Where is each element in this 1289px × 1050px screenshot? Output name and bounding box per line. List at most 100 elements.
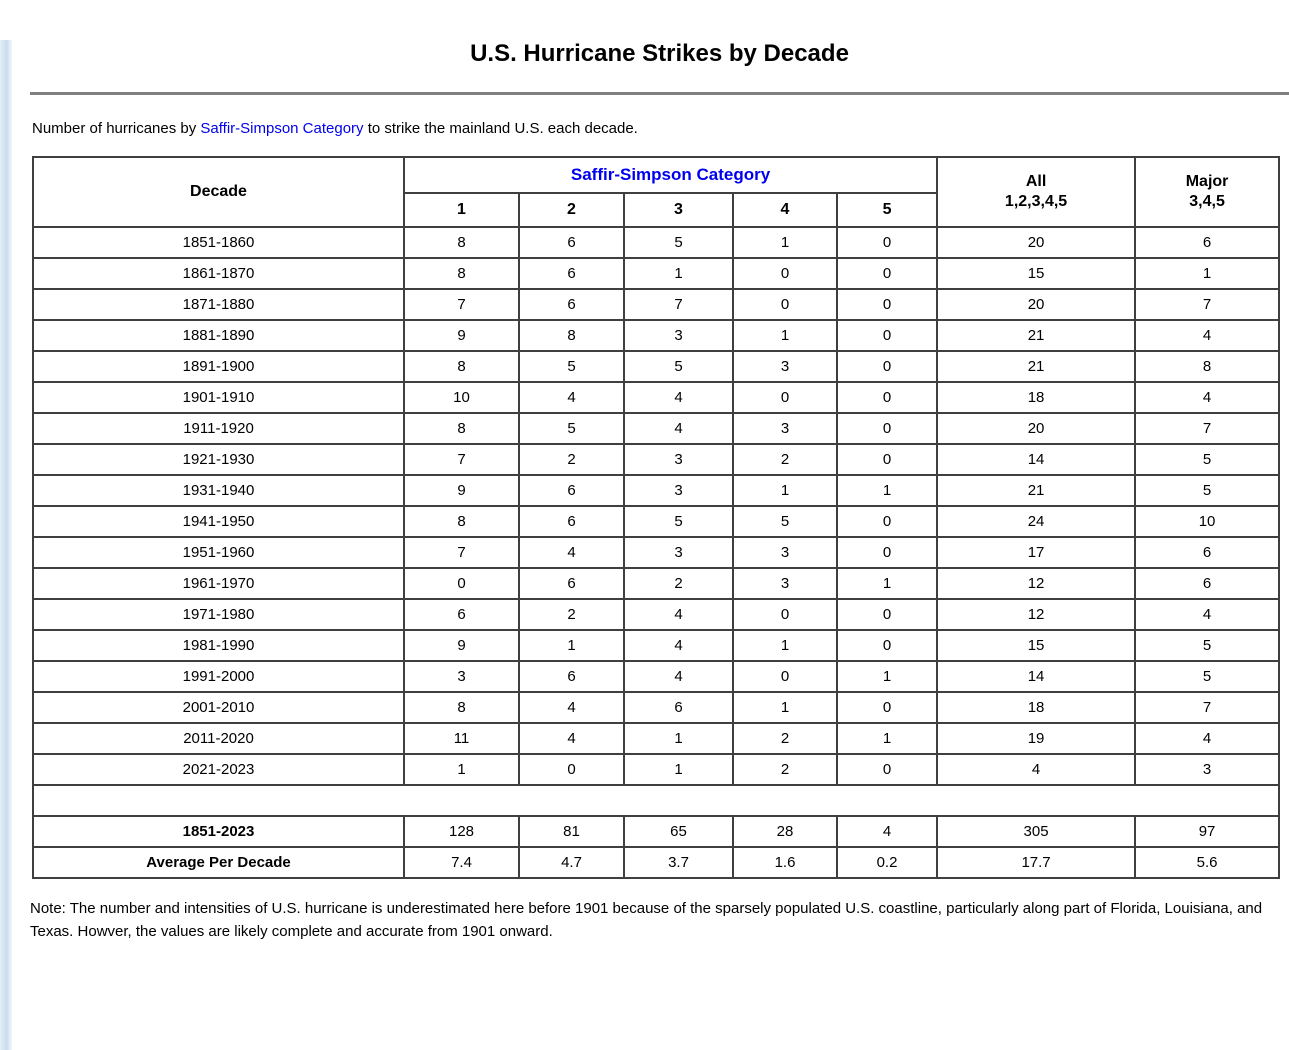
value-cell: 17.7 [936,846,1137,879]
value-cell: 0 [732,598,838,631]
table-row: 1961-1970 0 6 2 3 1 12 6 [32,567,1281,600]
value-cell: 4 [518,536,625,569]
value-cell: 6 [1134,226,1281,259]
value-cell: 8 [403,226,520,259]
table-row: 1991-2000 3 6 4 0 1 14 5 [32,660,1281,693]
value-cell: 9 [403,629,520,662]
value-cell: 4 [623,660,734,693]
value-cell: 97 [1134,815,1281,848]
value-cell: 5 [732,505,838,538]
table-row: 1931-1940 9 6 3 1 1 21 5 [32,474,1281,507]
page-title: U.S. Hurricane Strikes by Decade [470,40,849,67]
value-cell: 0 [835,753,939,786]
table-row: 1971-1980 6 2 4 0 0 12 4 [32,598,1281,631]
all-header-line1: All [1025,173,1047,190]
value-cell: 128 [403,815,520,848]
col-header-cat5: 5 [835,192,939,228]
value-cell: 15 [936,257,1137,290]
decade-cell: 1971-1980 [32,598,405,631]
value-cell: 1 [835,474,939,507]
value-cell: 7 [1134,288,1281,321]
value-cell: 7 [403,443,520,476]
spacer-row [31,784,1281,817]
value-cell: 4 [936,753,1137,786]
value-cell: 6 [403,598,520,631]
value-cell: 7 [623,288,734,321]
value-cell: 8 [403,350,520,383]
value-cell: 1 [518,629,625,662]
table-row: 1951-1960 7 4 3 3 0 17 6 [32,536,1281,569]
decade-cell: 2021-2023 [32,753,405,786]
value-cell: 1 [732,226,838,259]
value-cell: 0 [732,288,838,321]
hurricane-table: Decade Saffir-Simpson Category All 1,2,3,… [31,156,1281,879]
value-cell: 7 [403,536,520,569]
decade-cell: Average Per Decade [32,846,405,879]
value-cell: 3 [1134,753,1281,786]
saffir-simpson-link[interactable]: Saffir-Simpson Category [200,120,364,137]
value-cell: 6 [518,474,625,507]
decade-cell: 1941-1950 [32,505,405,538]
value-cell: 9 [403,474,520,507]
value-cell: 0 [835,226,939,259]
value-cell: 6 [518,257,625,290]
value-cell: 7.4 [403,846,520,879]
decade-cell: 2001-2010 [32,691,405,724]
value-cell: 0 [835,443,939,476]
col-header-category-group[interactable]: Saffir-Simpson Category [402,156,939,194]
value-cell: 0 [835,288,939,321]
table-row: 1921-1930 7 2 3 2 0 14 5 [32,443,1281,476]
value-cell: 0 [835,412,939,445]
value-cell: 8 [403,691,520,724]
value-cell: 5 [623,505,734,538]
value-cell: 2 [518,598,625,631]
value-cell: 3 [732,412,838,445]
value-cell: 8 [403,505,520,538]
value-cell: 0 [835,350,939,383]
value-cell: 3.7 [623,846,734,879]
value-cell: 4 [623,381,734,414]
table-row: 1881-1890 9 8 3 1 0 21 4 [32,319,1281,352]
value-cell: 0 [835,598,939,631]
value-cell: 0 [403,567,520,600]
value-cell: 24 [936,505,1137,538]
value-cell: 3 [403,660,520,693]
value-cell: 9 [403,319,520,352]
value-cell: 4 [1134,381,1281,414]
table-row: 1871-1880 7 6 7 0 0 20 7 [32,288,1281,321]
value-cell: 0 [732,660,838,693]
value-cell: 21 [936,319,1137,352]
value-cell: 1 [835,660,939,693]
decade-cell: 1901-1910 [32,381,405,414]
decade-cell: 2011-2020 [32,722,405,755]
value-cell: 18 [936,691,1137,724]
divider [30,92,1289,95]
all-header-line2: 1,2,3,4,5 [1004,193,1068,210]
value-cell: 5 [518,350,625,383]
value-cell: 0 [835,319,939,352]
value-cell: 21 [936,474,1137,507]
value-cell: 0 [835,536,939,569]
value-cell: 3 [732,350,838,383]
value-cell: 0 [835,505,939,538]
value-cell: 0 [732,381,838,414]
value-cell: 1 [623,257,734,290]
total-row: 1851-2023 128 81 65 28 4 305 97 [32,815,1281,848]
value-cell: 3 [623,536,734,569]
decade-cell: 1961-1970 [32,567,405,600]
value-cell: 4 [518,381,625,414]
col-header-all: All 1,2,3,4,5 [936,156,1137,228]
table-row: 2011-2020 11 4 1 2 1 19 4 [32,722,1281,755]
header-row-1: Decade Saffir-Simpson Category All 1,2,3,… [32,156,1281,228]
value-cell: 4 [518,722,625,755]
value-cell: 6 [1134,536,1281,569]
value-cell: 0 [835,257,939,290]
value-cell: 21 [936,350,1137,383]
value-cell: 5 [1134,660,1281,693]
value-cell: 7 [403,288,520,321]
value-cell: 1 [835,567,939,600]
value-cell: 1 [835,722,939,755]
value-cell: 4 [518,691,625,724]
value-cell: 15 [936,629,1137,662]
value-cell: 6 [623,691,734,724]
